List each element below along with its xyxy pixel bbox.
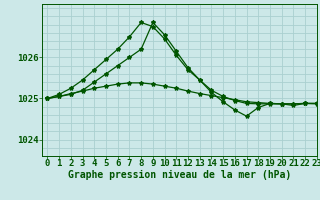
X-axis label: Graphe pression niveau de la mer (hPa): Graphe pression niveau de la mer (hPa) <box>68 170 291 180</box>
